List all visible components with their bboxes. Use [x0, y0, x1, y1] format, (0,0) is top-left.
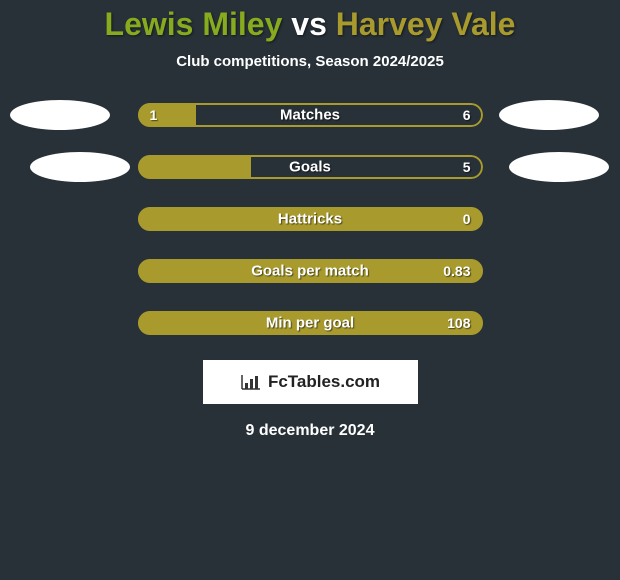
- stat-value-right: 108: [447, 315, 470, 331]
- stat-bar: Goals 5: [138, 155, 483, 179]
- stat-label: Hattricks: [278, 211, 342, 228]
- stat-bar-fill: [138, 103, 197, 127]
- stat-label: Min per goal: [266, 315, 354, 332]
- stat-label: Goals: [289, 159, 331, 176]
- stat-bar: Goals per match 0.83: [138, 259, 483, 283]
- stat-row: 1 Matches 6: [0, 100, 620, 130]
- player-a-avatar: [10, 100, 110, 130]
- stat-label: Matches: [280, 107, 340, 124]
- stat-bar: 1 Matches 6: [138, 103, 483, 127]
- stat-row: Goals per match 0.83: [0, 256, 620, 286]
- stat-row: Min per goal 108: [0, 308, 620, 338]
- comparison-title: Lewis Miley vs Harvey Vale: [0, 0, 620, 43]
- player-b-avatar: [509, 152, 609, 182]
- update-date: 9 december 2024: [0, 422, 620, 440]
- stats-bar-group: 1 Matches 6 Goals 5 Hattricks 0 Goals per match…: [0, 100, 620, 338]
- stat-value-right: 5: [463, 159, 471, 175]
- player-b-avatar: [499, 100, 599, 130]
- player-b-name: Harvey Vale: [336, 6, 516, 42]
- title-vs: vs: [291, 6, 327, 42]
- stat-bar-fill: [138, 155, 252, 179]
- stat-value-right: 6: [463, 107, 471, 123]
- stat-value-right: 0.83: [443, 263, 470, 279]
- stat-row: Hattricks 0: [0, 204, 620, 234]
- bar-chart-icon: [240, 373, 262, 391]
- player-a-avatar: [30, 152, 130, 182]
- fctables-logo-text: FcTables.com: [268, 372, 380, 392]
- stat-row: Goals 5: [0, 152, 620, 182]
- stat-value-left: 1: [150, 107, 158, 123]
- stat-value-right: 0: [463, 211, 471, 227]
- stat-label: Goals per match: [251, 263, 369, 280]
- fctables-logo: FcTables.com: [203, 360, 418, 404]
- player-a-name: Lewis Miley: [105, 6, 283, 42]
- stat-bar: Min per goal 108: [138, 311, 483, 335]
- stat-bar: Hattricks 0: [138, 207, 483, 231]
- comparison-subtitle: Club competitions, Season 2024/2025: [0, 53, 620, 70]
